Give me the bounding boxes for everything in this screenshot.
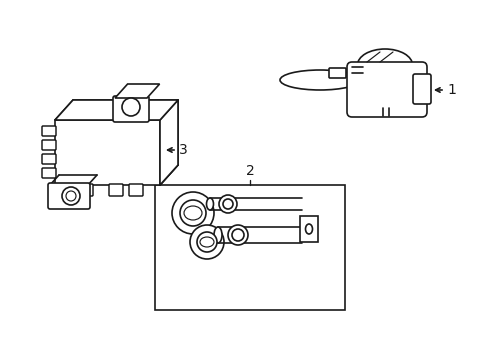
Circle shape: [223, 199, 232, 209]
FancyBboxPatch shape: [113, 96, 149, 122]
FancyBboxPatch shape: [79, 184, 93, 196]
Ellipse shape: [206, 198, 213, 210]
Circle shape: [180, 200, 205, 226]
Circle shape: [219, 195, 237, 213]
Circle shape: [227, 225, 247, 245]
Text: 2: 2: [245, 164, 254, 178]
Circle shape: [190, 225, 224, 259]
Circle shape: [231, 229, 244, 241]
FancyBboxPatch shape: [59, 184, 73, 196]
Circle shape: [172, 192, 214, 234]
Circle shape: [62, 187, 80, 205]
FancyBboxPatch shape: [129, 184, 142, 196]
Polygon shape: [55, 100, 178, 120]
Bar: [55, 120, 160, 185]
Text: 3: 3: [179, 143, 187, 157]
Polygon shape: [115, 84, 159, 98]
Ellipse shape: [280, 70, 359, 90]
Bar: [299, 216, 317, 242]
FancyBboxPatch shape: [42, 168, 56, 178]
Ellipse shape: [214, 227, 222, 243]
FancyBboxPatch shape: [48, 183, 90, 209]
FancyBboxPatch shape: [328, 68, 346, 78]
FancyBboxPatch shape: [42, 154, 56, 164]
Bar: [155, 185, 345, 310]
Circle shape: [197, 232, 217, 252]
Polygon shape: [160, 100, 178, 185]
Text: 1: 1: [446, 83, 455, 97]
FancyBboxPatch shape: [109, 184, 123, 196]
FancyBboxPatch shape: [412, 74, 430, 104]
Ellipse shape: [357, 49, 412, 81]
FancyBboxPatch shape: [346, 62, 426, 117]
FancyBboxPatch shape: [42, 126, 56, 136]
FancyBboxPatch shape: [42, 140, 56, 150]
Circle shape: [122, 98, 140, 116]
